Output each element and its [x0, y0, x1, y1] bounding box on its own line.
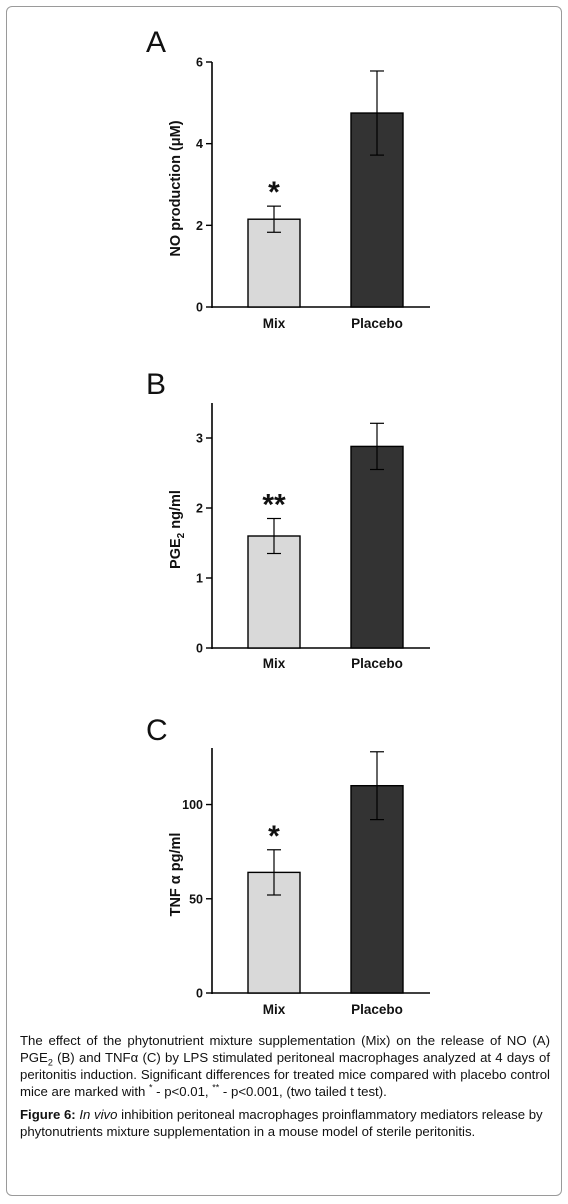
- caption-part-1: The effect of the phytonutrient mixture …: [20, 1033, 550, 1065]
- y-tick-label: 2: [196, 502, 203, 516]
- caption-part-4: - p<0.001, (two tailed t test).: [219, 1084, 387, 1099]
- category-label: Mix: [263, 1002, 286, 1017]
- figure-caption: Figure 6: In vivo inhibition peritoneal …: [20, 1106, 550, 1140]
- panel-label: A: [146, 26, 166, 59]
- chart-panel-C: C 0 50 100 TNF α pg/ml * Mix Placebo: [146, 714, 430, 1017]
- figure-text: inhibition peritoneal macrophages proinf…: [20, 1107, 543, 1139]
- y-axis-label: TNF α pg/ml: [168, 833, 184, 917]
- figure-label: Figure 6:: [20, 1107, 76, 1122]
- y-tick-label: 6: [196, 56, 203, 70]
- significance-mark: *: [268, 820, 280, 853]
- category-label: Placebo: [351, 316, 403, 331]
- category-label: Mix: [263, 656, 286, 671]
- caption-mark-2: **: [212, 1082, 220, 1093]
- bar-mix: [247, 535, 301, 649]
- category-label: Placebo: [351, 656, 403, 671]
- caption-mark-1: *: [148, 1082, 153, 1093]
- caption-part-2: (B) and TNFα (C) by LPS stimulated perit…: [20, 1050, 550, 1099]
- y-tick-label: 1: [196, 572, 203, 586]
- significance-mark: *: [268, 176, 280, 209]
- y-tick-label: 0: [196, 301, 203, 315]
- chart-panel-B: B 0 1 2 3 PGE2 ng/ml ** Mix Placebo: [146, 368, 430, 671]
- y-tick-label: 2: [196, 219, 203, 233]
- y-tick-label: 0: [196, 642, 203, 656]
- chart-panels: A 0 2 4 6 NO production (μM) * Mix Placebo B 0 1 2 3 P…: [146, 26, 430, 1017]
- caption-part-3: - p<0.01,: [152, 1084, 213, 1099]
- panel-label: B: [146, 368, 166, 401]
- caption-sub: 2: [47, 1057, 53, 1068]
- y-tick-label: 4: [196, 137, 203, 151]
- y-tick-label: 100: [182, 798, 203, 812]
- bar-mix: [247, 218, 301, 308]
- significance-mark: **: [262, 489, 286, 522]
- bar-placebo: [350, 445, 404, 649]
- chart-panel-A: A 0 2 4 6 NO production (μM) * Mix Placebo: [146, 26, 430, 331]
- y-axis-label: PGE2 ng/ml: [168, 490, 187, 569]
- panel-label: C: [146, 714, 168, 747]
- y-tick-label: 50: [189, 892, 203, 906]
- caption-text: The effect of the phytonutrient mixture …: [20, 1032, 550, 1100]
- y-tick-label: 0: [196, 987, 203, 1001]
- category-label: Placebo: [351, 1002, 403, 1017]
- y-axis-label: NO production (μM): [168, 120, 184, 256]
- figure-italic: In vivo: [79, 1107, 118, 1122]
- caption-block: The effect of the phytonutrient mixture …: [20, 1032, 550, 1140]
- y-tick-label: 3: [196, 432, 203, 446]
- category-label: Mix: [263, 316, 286, 331]
- bar-placebo: [350, 784, 404, 994]
